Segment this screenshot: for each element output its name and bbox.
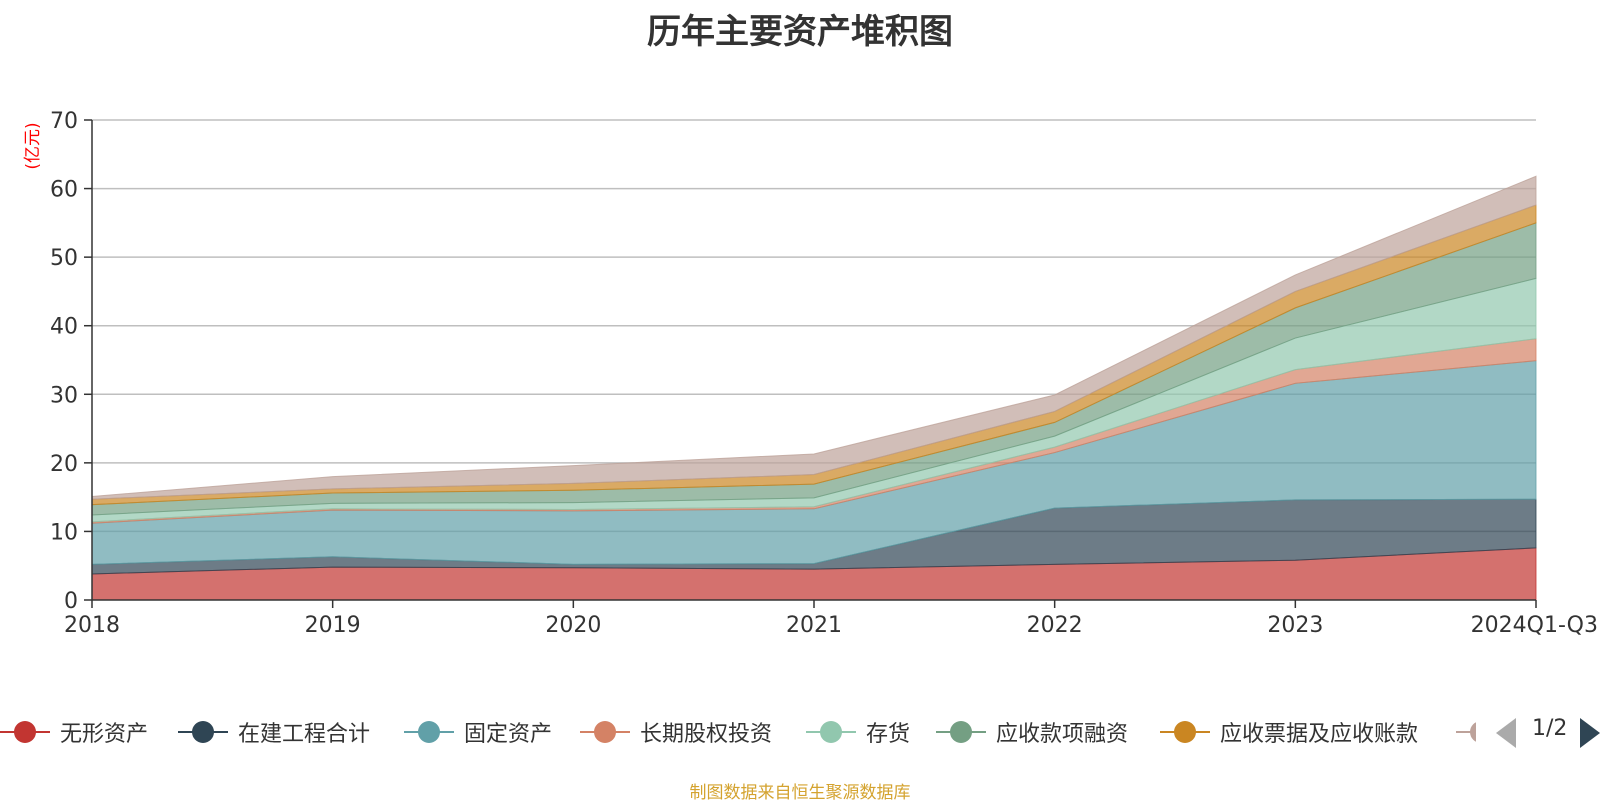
- legend-page-indicator: 1/2: [1532, 716, 1568, 741]
- y-tick-label: 50: [50, 246, 78, 271]
- area-series-7: [91, 175, 1537, 500]
- x-tick-label: 2023: [1267, 613, 1323, 638]
- legend-prev-page-icon[interactable]: [1496, 718, 1516, 748]
- legend-pager: 1/2: [1496, 716, 1600, 750]
- y-tick-label: 70: [50, 109, 78, 134]
- y-tick-label: 40: [50, 315, 78, 340]
- legend-next-page-icon[interactable]: [1580, 718, 1600, 748]
- legend-label: 无形资产: [60, 722, 149, 747]
- data-source-note: 制图数据来自恒生聚源数据库: [689, 783, 911, 800]
- legend-marker-icon: [178, 719, 228, 745]
- x-tick-label: 2018: [64, 613, 120, 638]
- y-tick-label: 20: [50, 452, 78, 477]
- legend-item[interactable]: 存货: [806, 712, 910, 752]
- legend-marker-icon: [806, 719, 856, 745]
- legend-marker-icon: [0, 719, 50, 745]
- legend-item[interactable]: 无形资产: [0, 712, 148, 752]
- legend-marker-icon: [936, 719, 986, 745]
- x-tick-label: 2019: [305, 613, 361, 638]
- legend-marker-icon: [404, 719, 454, 745]
- area-series-layer: [91, 175, 1537, 601]
- legend-label: 在建工程合计: [238, 722, 371, 747]
- legend-label: 存货: [866, 722, 911, 747]
- x-tick-label: 2024Q1-Q3: [1471, 613, 1598, 638]
- chart-title: 历年主要资产堆积图: [647, 12, 953, 52]
- x-tick-label: 2020: [545, 613, 601, 638]
- x-tick-label: 2022: [1027, 613, 1083, 638]
- legend-label: 长期股权投资: [640, 722, 773, 747]
- x-tick-label: 2021: [786, 613, 842, 638]
- y-tick-label: 10: [50, 520, 78, 545]
- legend-label: 应收款项融资: [996, 722, 1129, 747]
- legend-item-partial: [1456, 712, 1476, 752]
- y-tick-label: 0: [64, 589, 78, 614]
- legend-item[interactable]: 长期股权投资: [580, 712, 772, 752]
- y-tick-label: 60: [50, 178, 78, 203]
- legend-item[interactable]: 应收款项融资: [936, 712, 1128, 752]
- legend-label: 固定资产: [464, 722, 553, 747]
- stacked-area-chart: 0 10 20 30 40 50 60 70 2018 2019 2020 2021 2022 2023 2…: [23, 109, 1598, 638]
- legend-item[interactable]: 在建工程合计: [178, 712, 370, 752]
- legend-item[interactable]: 应收票据及应收账款: [1160, 712, 1418, 752]
- y-tick-label: 30: [50, 383, 78, 408]
- legend-label: 应收票据及应收账款: [1220, 722, 1419, 747]
- legend: 无形资产 在建工程合计 固定资产 长期股权投资 存货 应收款项融资 应收票据及应收账款: [0, 712, 1600, 752]
- legend-marker-icon: [580, 719, 630, 745]
- legend-item[interactable]: 固定资产: [404, 712, 552, 752]
- y-axis-label: (亿元): [23, 122, 43, 169]
- legend-marker-icon: [1160, 719, 1210, 745]
- axes: 0 10 20 30 40 50 60 70 2018 2019 2020 2021 2022 2023 2…: [50, 109, 1598, 638]
